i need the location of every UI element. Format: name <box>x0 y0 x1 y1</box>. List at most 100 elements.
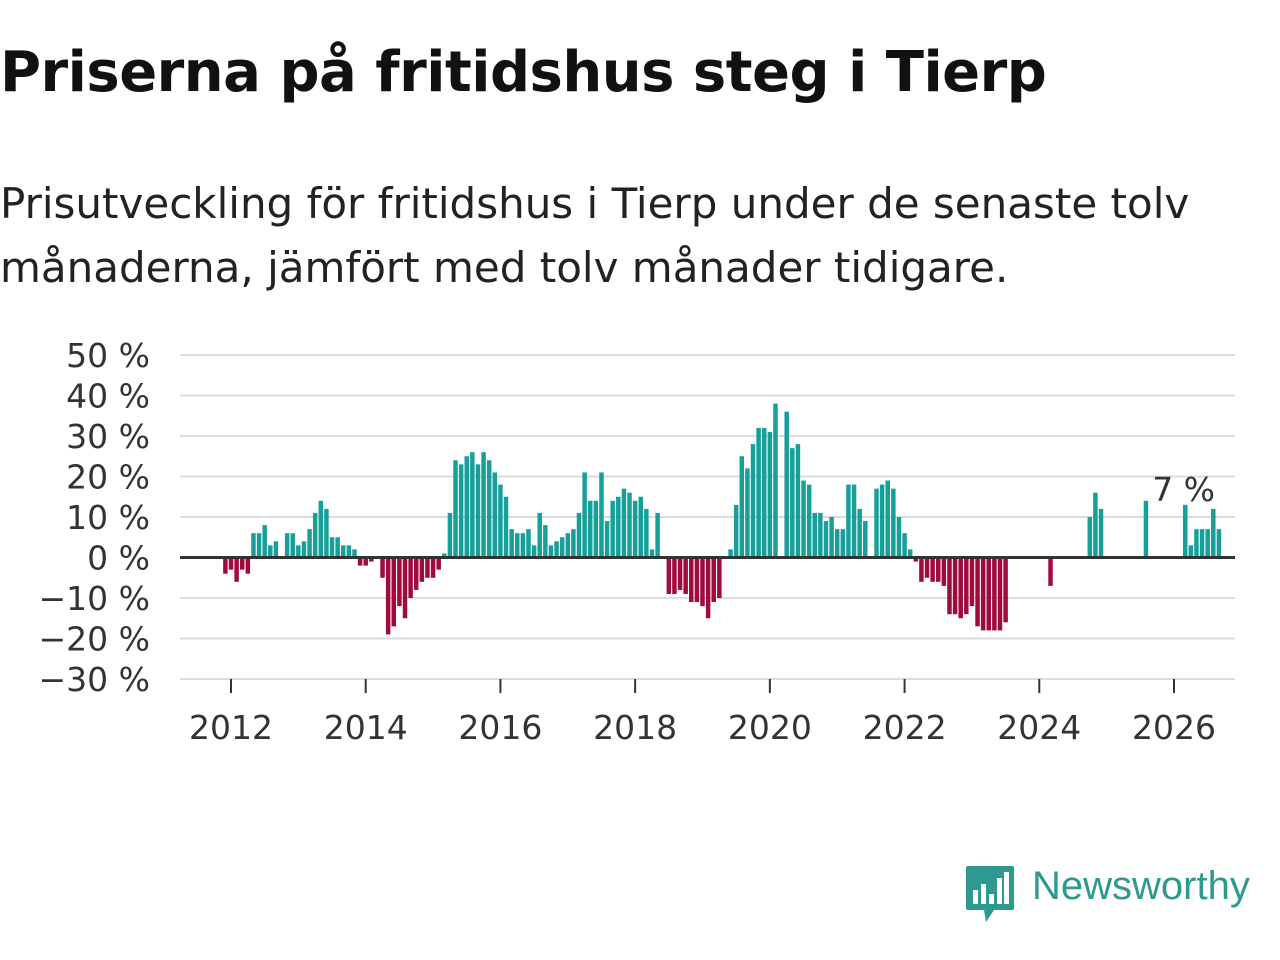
bar <box>1199 529 1205 558</box>
bar <box>980 557 986 631</box>
x-axis: 2012 2014 2016 2018 2020 2022 2024 2026 <box>189 679 1216 747</box>
last-value-label: 7 % <box>1152 470 1215 509</box>
bar <box>481 452 486 558</box>
bar <box>554 541 559 558</box>
bar <box>1205 529 1210 558</box>
bar <box>689 557 694 603</box>
bar <box>425 557 430 578</box>
bar <box>256 533 262 558</box>
bar <box>509 529 514 558</box>
bar <box>312 512 318 558</box>
bar <box>773 403 778 558</box>
bar <box>874 488 879 558</box>
bar <box>307 529 312 558</box>
bar <box>1003 557 1008 623</box>
x-tick-label: 2022 <box>863 708 947 747</box>
gridlines <box>180 354 1235 680</box>
bar <box>1188 545 1194 558</box>
bar <box>548 545 554 558</box>
bar <box>251 533 256 558</box>
bar <box>952 557 958 615</box>
bar <box>397 557 402 607</box>
bar <box>795 444 801 558</box>
bar <box>436 557 441 570</box>
bar <box>784 411 789 558</box>
bar <box>453 460 458 558</box>
bar <box>705 557 711 619</box>
bar <box>234 557 239 582</box>
chart-title: Priserna på fritidshus steg i Tierp <box>0 40 1047 105</box>
y-tick-label: 10 % <box>66 498 150 537</box>
bar <box>475 464 481 558</box>
y-tick-label: −30 % <box>39 660 151 699</box>
bar <box>408 557 413 598</box>
bar <box>834 529 840 558</box>
bar <box>324 508 329 558</box>
y-tick-label: 20 % <box>66 458 150 497</box>
bar <box>694 557 700 603</box>
bar <box>520 533 526 558</box>
bar <box>745 468 750 558</box>
bar <box>419 557 425 582</box>
bar <box>1194 529 1199 558</box>
bar <box>992 557 997 631</box>
bar <box>458 464 464 558</box>
bar <box>806 484 812 558</box>
bar <box>644 508 649 558</box>
bar <box>430 557 436 578</box>
bar <box>369 557 374 562</box>
bar <box>683 557 688 594</box>
bar <box>733 504 739 558</box>
bar <box>380 557 385 578</box>
bar <box>1093 492 1098 558</box>
bar <box>245 557 251 574</box>
bar <box>329 537 335 558</box>
brand-name: Newsworthy <box>1032 864 1250 908</box>
bar <box>846 484 851 558</box>
bar <box>576 512 582 558</box>
bar <box>632 500 638 558</box>
bar <box>1098 508 1104 558</box>
x-tick-label: 2018 <box>593 708 677 747</box>
bar <box>503 496 509 558</box>
bar <box>801 480 806 558</box>
bar <box>268 545 273 558</box>
bar <box>1211 508 1216 558</box>
bar <box>346 545 352 558</box>
bar <box>385 557 391 635</box>
bar <box>413 557 419 590</box>
bar-chart: 50 %40 %30 %20 %10 %0 %−10 %−20 %−30 % 2… <box>39 336 1235 747</box>
bar <box>357 557 363 566</box>
bar <box>840 529 846 558</box>
bar <box>352 549 357 558</box>
bar <box>913 557 919 562</box>
bar <box>902 533 907 558</box>
bar <box>442 553 447 558</box>
bar <box>262 525 267 558</box>
bar <box>1143 500 1149 558</box>
bar <box>621 488 627 558</box>
bar <box>599 472 604 558</box>
x-tick-label: 2026 <box>1132 708 1216 747</box>
bar <box>924 557 930 578</box>
x-tick-label: 2016 <box>458 708 542 747</box>
bar <box>666 557 672 594</box>
bar <box>1182 504 1188 558</box>
bar <box>492 472 498 558</box>
bar <box>239 557 245 570</box>
bar <box>447 512 453 558</box>
bar <box>559 537 565 558</box>
bar <box>818 512 823 558</box>
bar <box>610 500 615 558</box>
bar <box>711 557 716 603</box>
bar <box>223 557 228 574</box>
bar <box>896 517 902 558</box>
bar <box>919 557 924 582</box>
bar <box>1087 517 1093 558</box>
bar <box>486 460 492 558</box>
bar <box>885 480 890 558</box>
bar <box>363 557 368 566</box>
bar <box>391 557 397 627</box>
bar <box>1048 557 1053 586</box>
bar <box>863 521 868 558</box>
